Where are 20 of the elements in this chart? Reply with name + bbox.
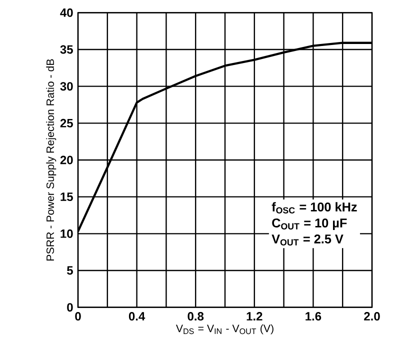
x-tick-label: 0 [75, 312, 81, 321]
y-tick-label: 15 [60, 192, 73, 202]
x-tick-label: 0.8 [188, 312, 204, 321]
y-tick-label: 40 [60, 8, 73, 17]
y-tick-label: 25 [60, 118, 73, 128]
y-tick-label: 10 [60, 229, 73, 238]
x-tick-label: 0.4 [128, 312, 146, 321]
y-tick-label: 0 [67, 303, 73, 312]
y-tick-label: 30 [60, 82, 73, 91]
x-tick-label: 1.2 [246, 312, 262, 320]
y-tick-label: 20 [60, 156, 73, 164]
annotation: V$_{OUT}$ = 2.5 V [272, 234, 344, 246]
annotation: f$_{OSC}$ = 100 kHz [272, 202, 357, 214]
x-axis-title: V$_{DS}$ = V$_{IN}$ - V$_{OUT}$ (V) [176, 324, 274, 334]
x-tick-label: 2.0 [364, 312, 380, 321]
annotation: C$_{OUT}$ = 10 µF [272, 218, 347, 230]
y-tick-label: 5 [66, 266, 73, 275]
y-tick-label: 35 [60, 45, 73, 54]
x-tick-label: 1.6 [306, 312, 322, 321]
y-axis-title: PSRR - Power Supply Rejection Ratio - dB [46, 59, 56, 260]
